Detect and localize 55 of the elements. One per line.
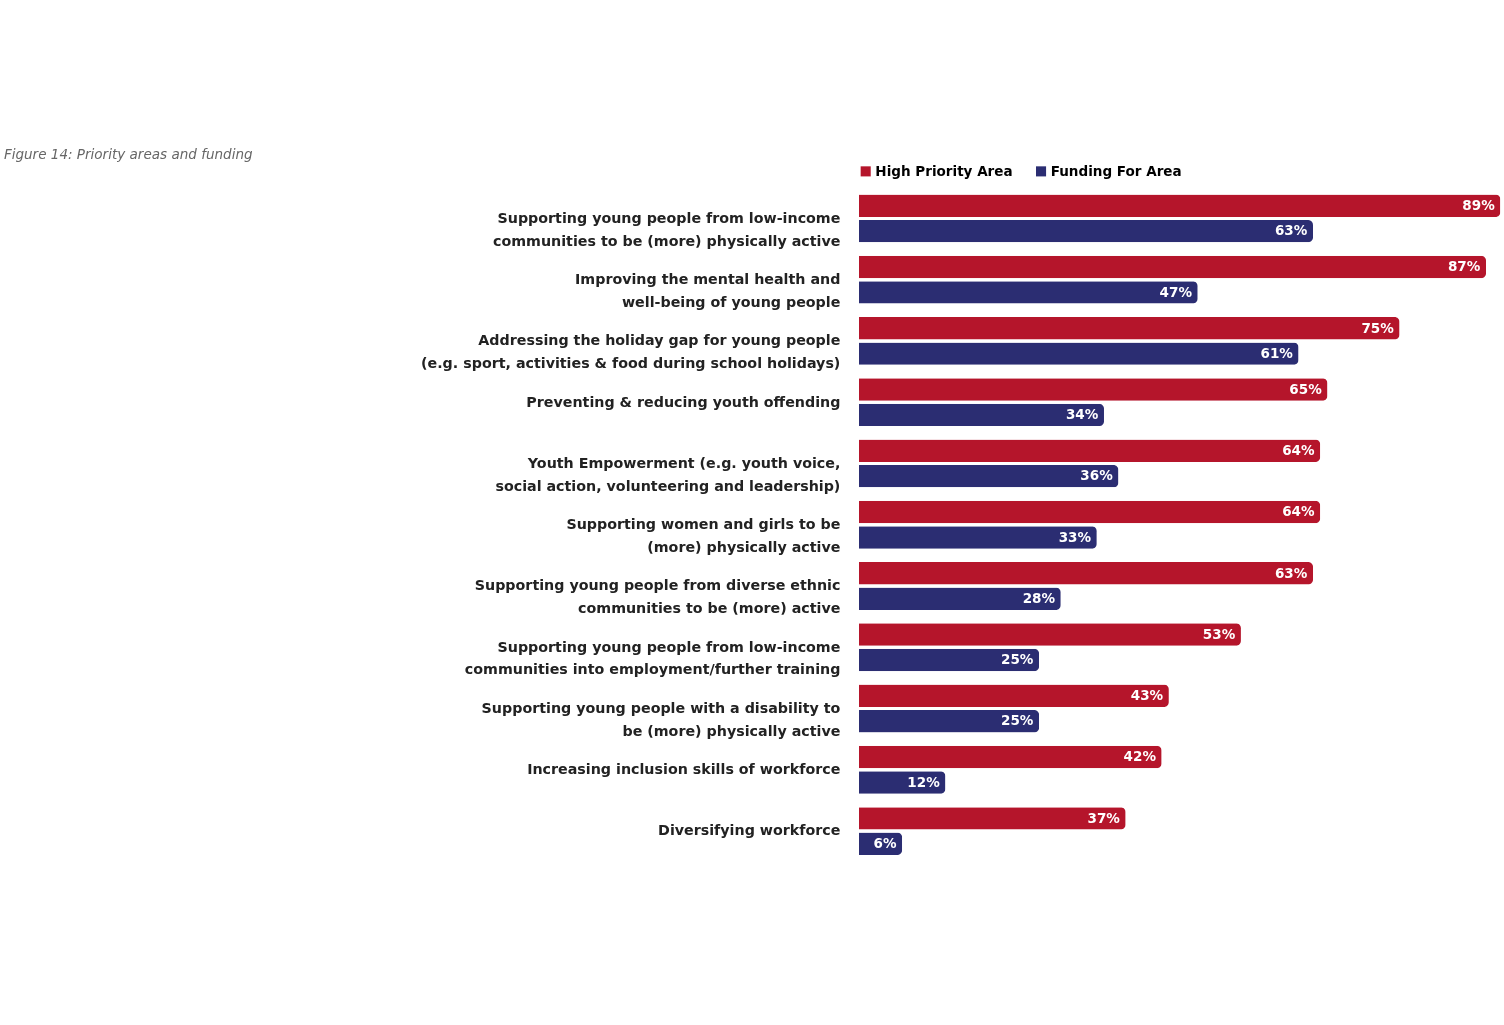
bar	[858, 465, 1119, 488]
data-label: 61%	[1260, 344, 1294, 361]
bar	[858, 378, 1328, 401]
y-tick-label: Diversifying workforce	[658, 822, 841, 839]
bar	[858, 587, 1061, 610]
legend-label: Funding For Area	[1050, 162, 1182, 179]
y-tick-label: Supporting young people from diverse ethnic communities to be (more) active	[474, 577, 841, 617]
data-label: 75%	[1361, 319, 1395, 336]
data-label: 37%	[1087, 809, 1121, 826]
bar	[858, 623, 1241, 646]
data-label: 47%	[1159, 283, 1193, 300]
data-label: 43%	[1130, 687, 1164, 704]
y-tick-label: Increasing inclusion skills of workforce	[527, 761, 841, 778]
data-label: 63%	[1274, 222, 1308, 239]
bar	[858, 684, 1169, 707]
data-label: 12%	[907, 773, 941, 790]
data-label: 28%	[1022, 589, 1056, 606]
data-label: 42%	[1123, 748, 1157, 765]
data-label: 25%	[1001, 651, 1034, 668]
bar	[858, 648, 1040, 672]
bar	[858, 745, 1162, 769]
bar	[858, 219, 1314, 243]
bar	[858, 403, 1104, 427]
text: Figure 14: Priority areas and funding	[3, 145, 253, 162]
bar	[858, 317, 1400, 340]
bar	[858, 807, 1126, 830]
y-tick-label: Supporting young people from low-income communities to be (more) physically active	[492, 209, 841, 249]
data-label: 36%	[1080, 467, 1114, 484]
y-tick-label: Supporting young people with a disability to be (more) physically active	[481, 699, 841, 739]
y-tick-label: Supporting women and girls to be (more) physically active	[566, 516, 841, 555]
y-tick-label: Supporting young people from low-income communities into employment/further training	[464, 638, 841, 678]
bar	[858, 281, 1198, 304]
data-label: 64%	[1282, 503, 1315, 520]
data-label: 89%	[1462, 197, 1496, 214]
y-tick-label: Improving the mental health and well-being of young people	[575, 270, 841, 310]
bar	[858, 255, 1487, 279]
legend-label: High Priority Area	[875, 162, 1013, 179]
bar	[858, 342, 1299, 365]
data-label: 64%	[1282, 442, 1315, 459]
bar	[858, 710, 1040, 733]
data-label: 6%	[873, 835, 897, 851]
bar	[858, 439, 1321, 462]
data-label: 87%	[1447, 258, 1481, 275]
data-label: 34%	[1065, 406, 1099, 423]
data-label: 65%	[1289, 380, 1323, 397]
data-label: 53%	[1202, 625, 1236, 642]
data-label: 25%	[1001, 712, 1034, 729]
bar	[858, 194, 1501, 217]
y-tick-label: Preventing & reducing youth offending	[526, 393, 841, 410]
bar	[858, 500, 1321, 524]
y-tick-label: Addressing the holiday gap for young people (e.g. sport, activities & food during school holidays)	[421, 332, 841, 372]
data-label: 33%	[1058, 528, 1092, 545]
y-tick-label: Youth Empowerment (e.g. youth voice, social action, volunteering and leadership)	[495, 454, 841, 494]
bar	[858, 562, 1314, 585]
data-label: 63%	[1274, 564, 1308, 581]
